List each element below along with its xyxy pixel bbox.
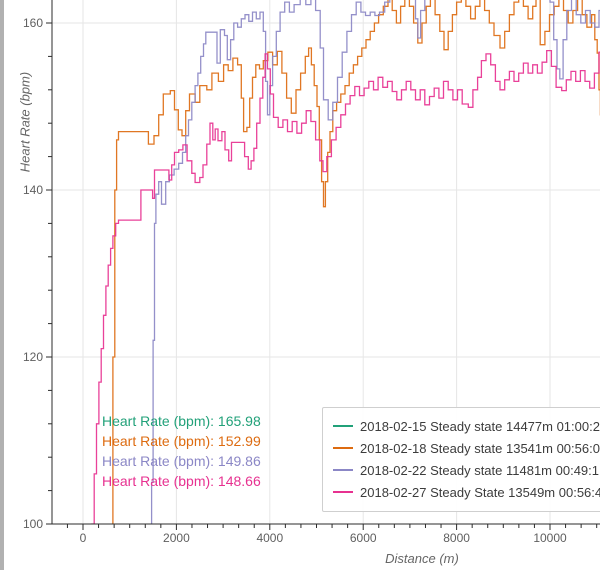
x-tick-label: 0 — [80, 531, 87, 545]
y-tick-label: 160 — [23, 16, 43, 30]
legend-entry[interactable]: 2018-02-15 Steady state 14477m 01:00:2 — [333, 415, 600, 437]
mean-hr-label: Heart Rate (bpm): 165.98 — [102, 413, 261, 429]
window-left-edge — [0, 0, 4, 570]
y-tick-label: 120 — [23, 350, 43, 364]
x-tick-label: 2000 — [163, 531, 190, 545]
legend-entry-label: 2018-02-27 Steady State 13549m 00:56:4 — [360, 484, 600, 500]
series-line — [150, 0, 600, 524]
mean-hr-annotations: Heart Rate (bpm): 165.98 Heart Rate (bpm)… — [102, 411, 261, 491]
legend-entry-label: 2018-02-22 Steady state 11481m 00:49:1 — [360, 462, 599, 478]
legend-entry-label: 2018-02-18 Steady state 13541m 00:56:0 — [360, 440, 600, 456]
mean-hr-label: Heart Rate (bpm): 152.99 — [102, 433, 261, 449]
x-tick-label: 10000 — [533, 531, 567, 545]
legend-entry-label: 2018-02-15 Steady state 14477m 01:00:2 — [360, 418, 600, 434]
x-tick-label: 8000 — [443, 531, 470, 545]
x-axis-title: Distance (m) — [385, 551, 459, 566]
legend-line-swatch — [333, 425, 353, 427]
mean-hr-label: Heart Rate (bpm): 148.66 — [102, 473, 261, 489]
legend-entry[interactable]: 2018-02-18 Steady state 13541m 00:56:0 — [333, 437, 600, 459]
x-tick-label: 6000 — [350, 531, 377, 545]
series-line — [112, 0, 600, 524]
legend-line-swatch — [333, 469, 353, 471]
y-tick-label: 140 — [23, 183, 43, 197]
legend-entry[interactable]: 2018-02-27 Steady State 13549m 00:56:4 — [333, 481, 600, 503]
x-tick-label: 4000 — [256, 531, 283, 545]
legend-line-swatch — [333, 491, 353, 493]
y-axis-title: Heart Rate (bpm) — [17, 71, 33, 173]
series-line — [91, 49, 600, 524]
mean-hr-label: Heart Rate (bpm): 149.86 — [102, 453, 261, 469]
legend: 2018-02-15 Steady state 14477m 01:00:2 20… — [322, 407, 600, 512]
legend-line-swatch — [333, 447, 353, 449]
legend-entry[interactable]: 2018-02-22 Steady state 11481m 00:49:1 — [333, 459, 600, 481]
y-tick-label: 100 — [23, 517, 43, 531]
